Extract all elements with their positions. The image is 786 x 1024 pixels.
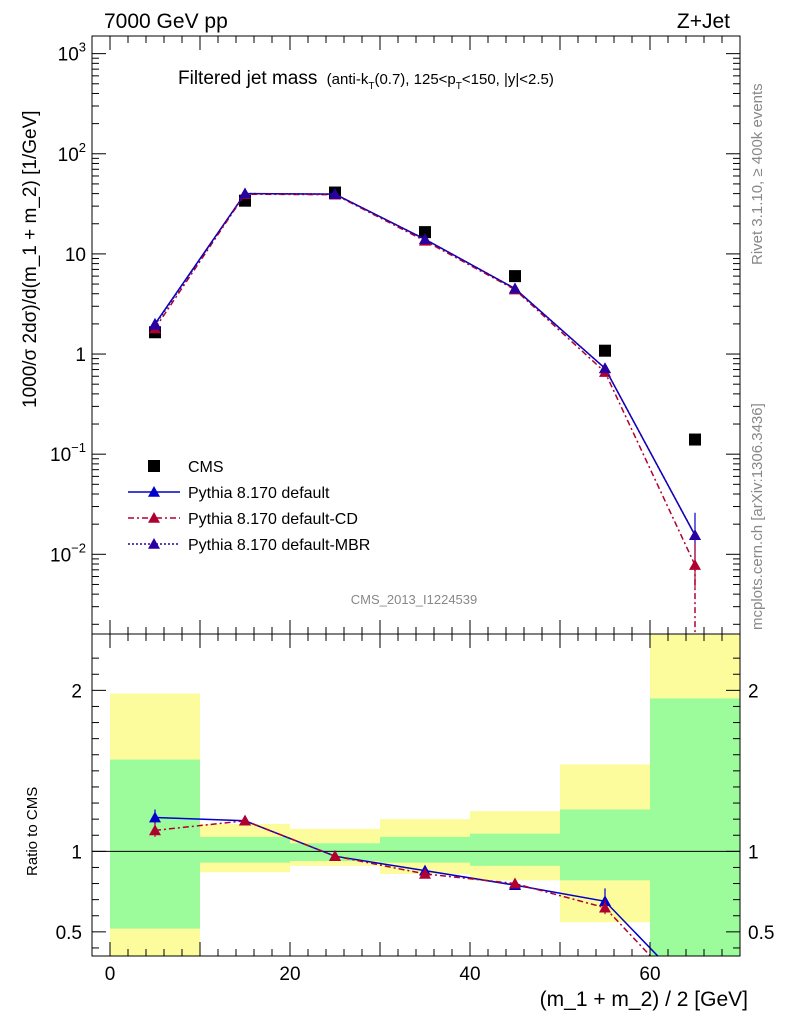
- band-inner-bin: [110, 759, 200, 929]
- legend-marker-data: [148, 460, 160, 472]
- band-inner-bin: [380, 836, 470, 863]
- main-point-mbr: [599, 362, 611, 374]
- ratio-xtick-label: 60: [639, 964, 660, 985]
- ratio-ytick-label-right: 0.5: [748, 923, 774, 944]
- ratio-ytick-label-left: 1: [71, 842, 82, 863]
- ratio-xtick-label: 0: [105, 964, 116, 985]
- legend-marker-cd: [148, 512, 160, 523]
- ratio-ylabel: Ratio to CMS: [24, 787, 41, 876]
- cms-data-point: [599, 344, 611, 357]
- main-point-mbr: [329, 188, 341, 199]
- rivet-label: Rivet 3.1.10, ≥ 400k events: [749, 83, 766, 265]
- cms-data-point: [689, 433, 701, 446]
- main-ytick-label: 10−1: [50, 440, 86, 466]
- legend-label-mbr: Pythia 8.170 default-MBR: [188, 537, 370, 554]
- plot-title-main: Filtered jet mass: [178, 68, 317, 89]
- ratio-point-cd: [149, 824, 161, 836]
- ratio-ytick-label-left: 0.5: [56, 923, 82, 944]
- mcplots-label: mcplots.cern.ch [arXiv:1306.3436]: [749, 403, 766, 630]
- ratio-xtick-label: 40: [459, 964, 480, 985]
- ratio-xtick-label: 20: [279, 964, 300, 985]
- main-point-mbr: [509, 282, 521, 294]
- legend-label-default: Pythia 8.170 default: [188, 485, 330, 502]
- main-point-mbr: [149, 318, 161, 330]
- ratio-xlabel: (m_1 + m_2) / 2 [GeV]: [540, 988, 748, 1011]
- main-ytick-label: 1: [75, 345, 86, 366]
- legend-label-data: CMS: [188, 459, 224, 476]
- cms-data-point: [509, 270, 521, 283]
- cms-data-point: [419, 226, 431, 239]
- main-ytick-label: 102: [58, 140, 86, 166]
- ratio-ytick-label-right: 1: [748, 842, 759, 863]
- ratio-point-default: [149, 811, 161, 823]
- legend-marker-default: [148, 486, 160, 497]
- band-inner-bin: [560, 809, 650, 881]
- main-ytick-label: 10: [65, 245, 86, 266]
- main-point-mbr: [689, 529, 701, 541]
- main-point-mbr: [239, 187, 251, 199]
- main-point-mbr: [419, 233, 431, 245]
- ratio-axes: 0.5 0.51 12 20 20 40 60: [56, 633, 774, 985]
- ratio-point-cd: [329, 850, 341, 861]
- main-series: [149, 186, 701, 634]
- plot-title: Filtered jet mass (anti-kT(0.7), 125<pT<…: [178, 68, 554, 92]
- legend-marker-mbr: [148, 538, 160, 549]
- header-right: Z+Jet: [677, 10, 730, 33]
- main-ylabel: 1000/σ 2dσ)/d(m_1 + m_2) [1/GeV]: [20, 110, 41, 408]
- main-ytick-label: 10−2: [50, 540, 86, 566]
- main-ytick-label: 103: [58, 40, 86, 66]
- ratio-ytick-label-left: 2: [71, 681, 82, 702]
- main-point-cd: [689, 559, 701, 570]
- plot-title-sub: (anti-kT(0.7), 125<pT<150, |y|<2.5): [327, 71, 554, 92]
- ratio-point-cd: [599, 901, 611, 913]
- band-inner-bin: [200, 836, 290, 863]
- ratio-series: [149, 809, 659, 956]
- ratio-ytick-label-right: 2: [748, 681, 759, 702]
- ratio-point-cd: [509, 877, 521, 889]
- legend-label-cd: Pythia 8.170 default-CD: [188, 511, 358, 528]
- analysis-id: CMS_2013_I1224539: [351, 592, 478, 607]
- ratio-bands: [92, 634, 740, 956]
- ratio-point-cd: [419, 867, 431, 879]
- main-line-cd: [154, 193, 696, 566]
- band-inner-bin: [650, 698, 740, 956]
- header-left: 7000 GeV pp: [104, 10, 228, 33]
- legend: CMS Pythia 8.170 default Pythia 8.170 defa…: [128, 459, 370, 554]
- band-inner-bin: [470, 833, 560, 866]
- ratio-point-cd: [239, 814, 251, 826]
